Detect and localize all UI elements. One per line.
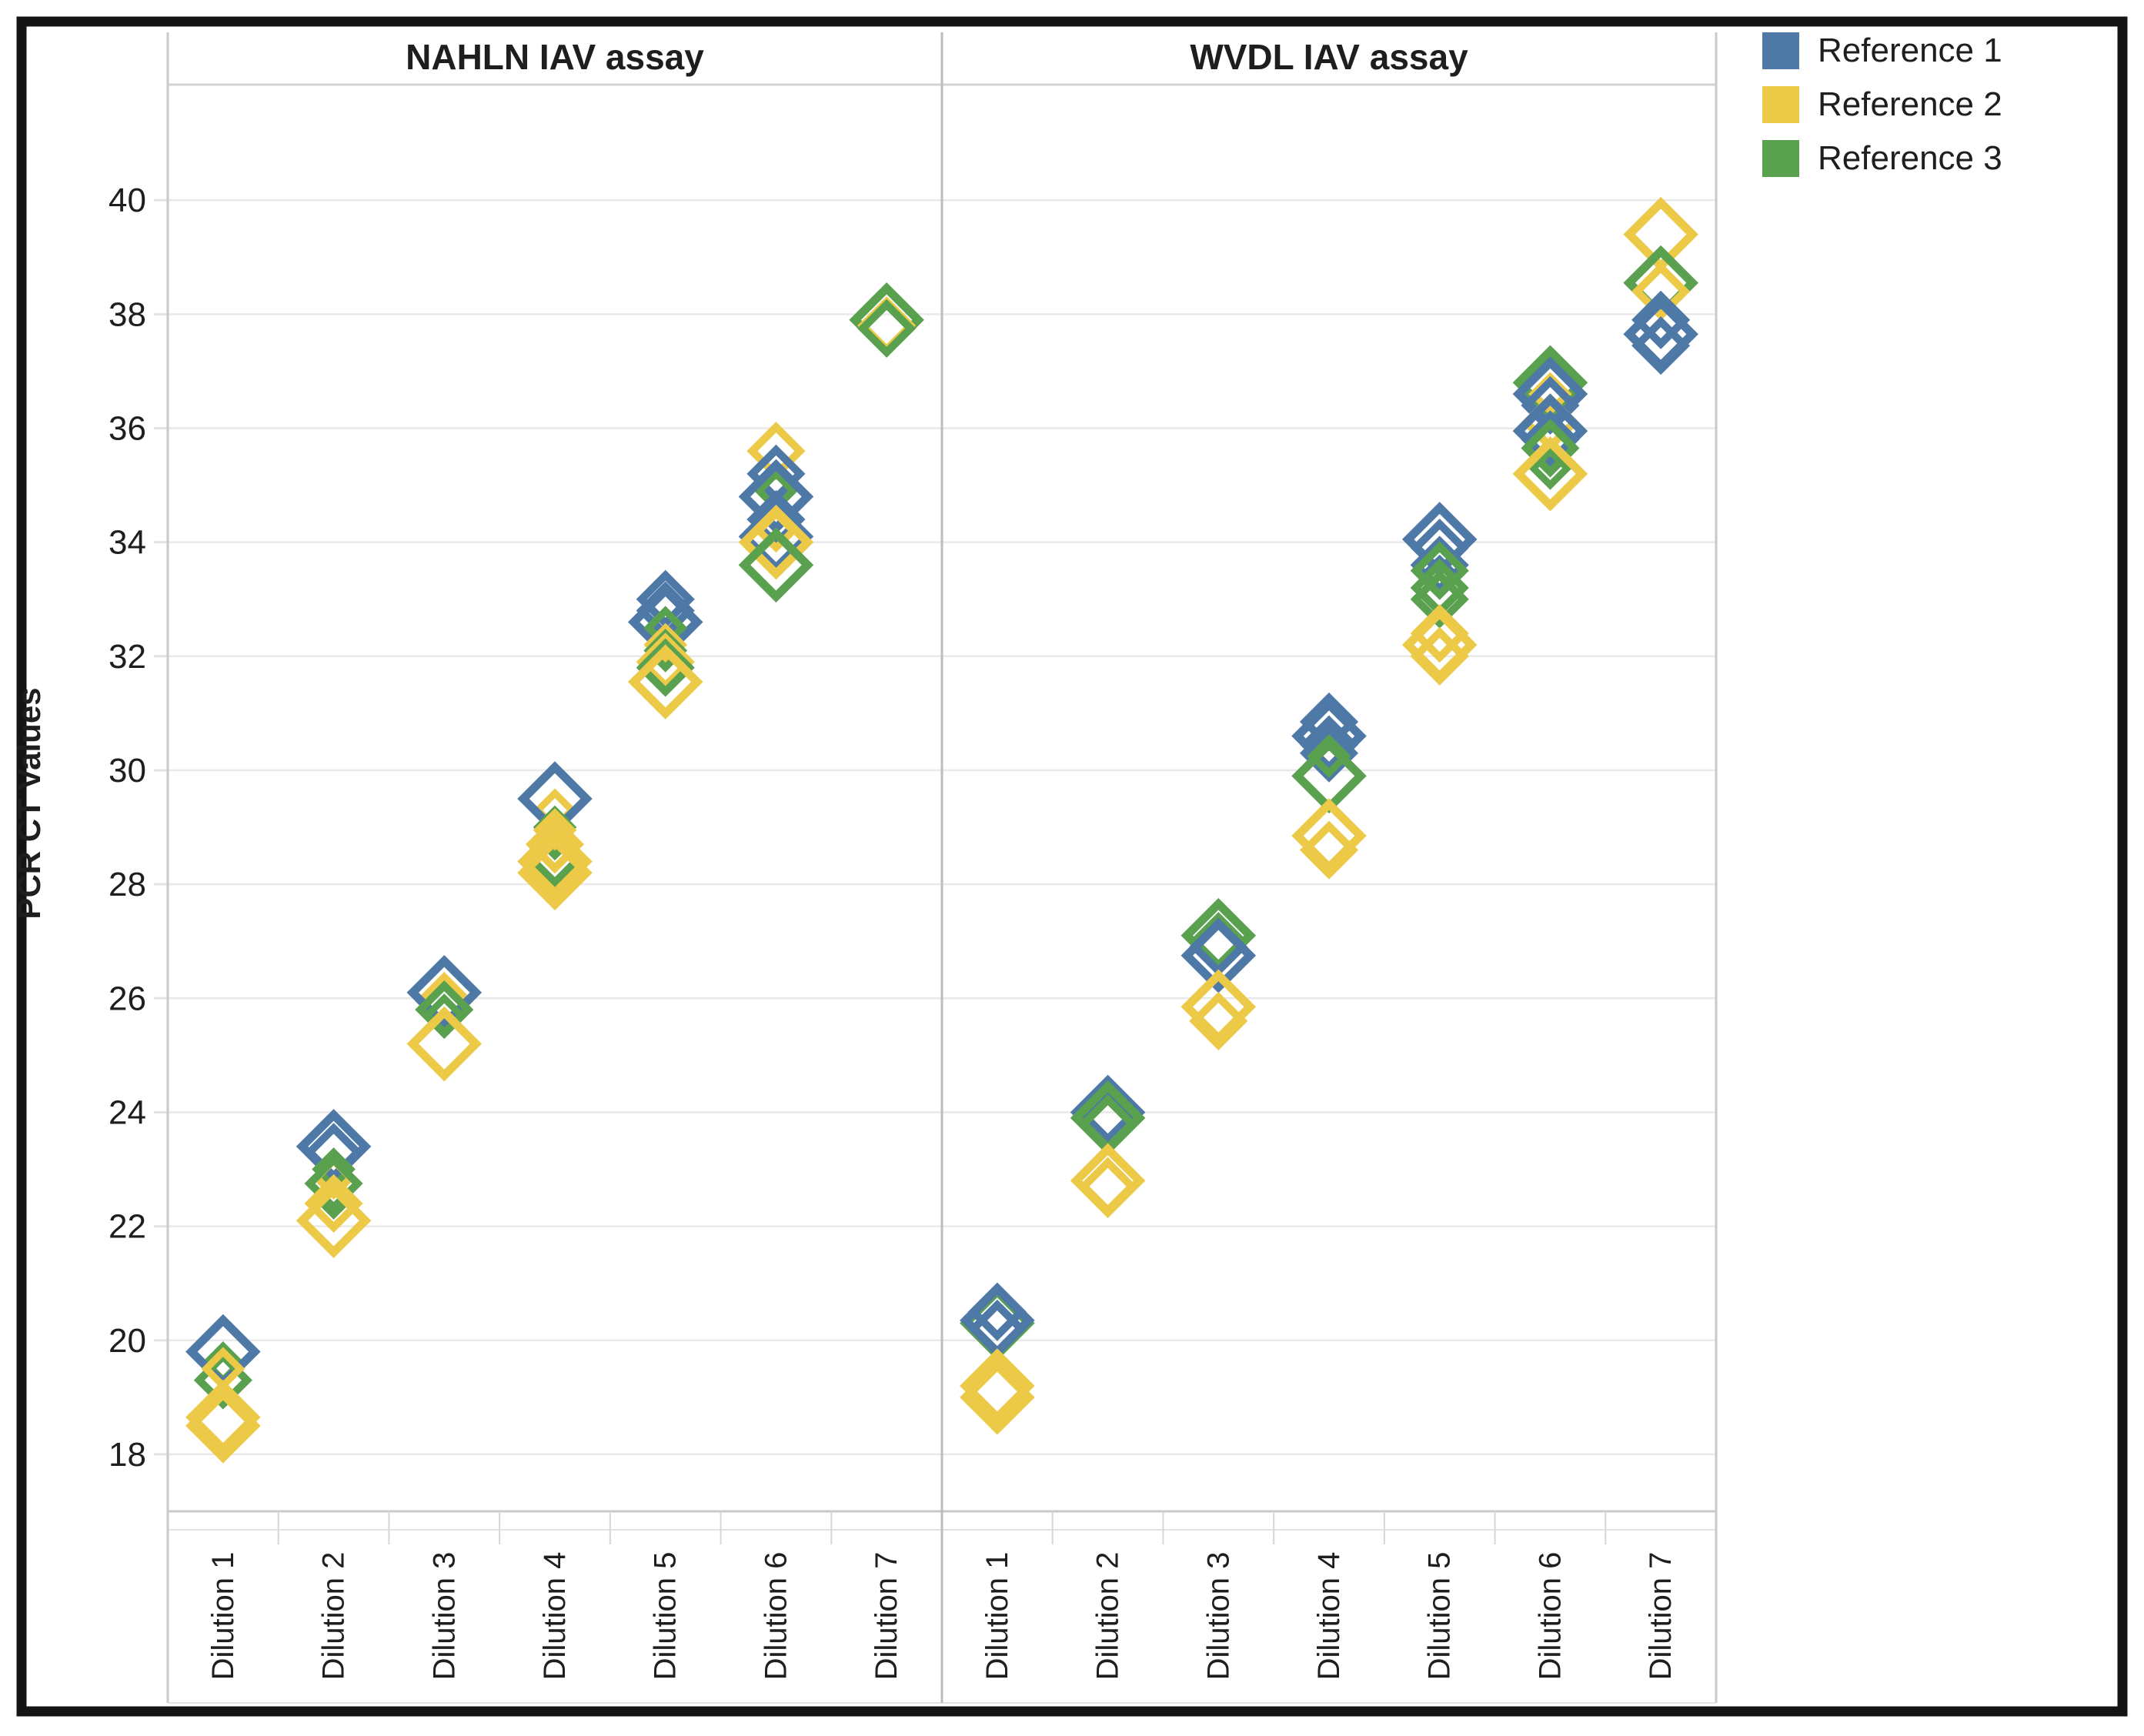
data-point (185, 1388, 261, 1464)
y-tick-label: 34 (109, 524, 146, 562)
data-point (857, 299, 917, 358)
x-tick-label: Dilution 7 (1644, 1552, 1678, 1681)
data-point (738, 504, 814, 580)
y-tick-label: 26 (109, 980, 146, 1017)
data-point (1528, 446, 1572, 490)
x-tick-label: Dilution 7 (870, 1552, 903, 1681)
data-point (1631, 290, 1691, 349)
data-point (1181, 969, 1257, 1045)
data-point (636, 638, 695, 697)
legend-label: Reference 3 (1818, 139, 2002, 177)
panel-title: WVDL IAV assay (1190, 37, 1468, 77)
legend-item-reference-2: Reference 2 (1762, 86, 2002, 123)
y-tick-label: 20 (109, 1322, 146, 1360)
legend-item-reference-1: Reference 1 (1762, 32, 2002, 69)
y-tick-label: 36 (109, 409, 146, 447)
data-point (738, 527, 814, 603)
x-tick-label: Dilution 5 (1423, 1552, 1457, 1681)
data-point (1189, 912, 1248, 971)
data-point (1070, 1143, 1146, 1219)
legend-item-reference-3: Reference 3 (1762, 140, 2002, 177)
y-tick-label: 30 (109, 752, 146, 790)
legend-label: Reference 2 (1818, 85, 2002, 123)
x-tick-label: Dilution 6 (759, 1552, 793, 1681)
legend-label: Reference 1 (1818, 32, 2002, 69)
reference-2-swatch-icon (1762, 86, 1799, 123)
data-point (296, 1183, 372, 1258)
y-tick-label: 28 (109, 866, 146, 903)
x-tick-label: Dilution 1 (980, 1552, 1014, 1681)
data-point (1512, 436, 1588, 512)
data-point (1410, 626, 1469, 686)
x-tick-label: Dilution 2 (1091, 1552, 1125, 1681)
x-tick-label: Dilution 4 (538, 1552, 572, 1681)
data-point (636, 633, 695, 692)
data-point (1299, 820, 1359, 880)
data-point (1189, 991, 1248, 1050)
data-point (1521, 410, 1580, 469)
data-point (406, 955, 483, 1030)
data-point (643, 623, 688, 667)
data-point (1410, 541, 1469, 600)
panel-title: NAHLN IAV assay (406, 37, 704, 77)
data-point (304, 1173, 363, 1234)
y-tick-label: 22 (109, 1208, 146, 1246)
figure-border (16, 16, 2128, 1717)
x-tick-label: Dilution 5 (649, 1552, 683, 1681)
y-tick-label: 38 (109, 295, 146, 333)
data-point (304, 1153, 363, 1214)
data-point (960, 1348, 1035, 1424)
data-point (1410, 569, 1469, 629)
x-tick-label: Dilution 6 (1533, 1552, 1567, 1681)
data-point (525, 815, 585, 874)
data-point (1631, 262, 1691, 321)
y-tick-label: 24 (109, 1093, 146, 1131)
y-tick-label: 32 (109, 638, 146, 676)
y-axis-title: PCR CT Values (11, 687, 47, 920)
legend: Reference 1 Reference 2 Reference 3 (1762, 32, 2002, 177)
x-tick-label: Dilution 1 (206, 1552, 240, 1681)
data-point (1631, 315, 1691, 376)
x-tick-label: Dilution 3 (427, 1552, 461, 1681)
reference-3-swatch-icon (1762, 140, 1799, 177)
x-tick-label: Dilution 3 (1201, 1552, 1235, 1681)
x-tick-label: Dilution 4 (1312, 1552, 1346, 1681)
data-point (185, 1379, 261, 1455)
data-point (1521, 419, 1580, 478)
data-point (1181, 917, 1257, 993)
data-point (406, 1006, 483, 1082)
data-point (1291, 798, 1367, 873)
y-tick-label: 40 (109, 182, 146, 219)
data-point (517, 823, 593, 900)
data-point (517, 835, 593, 911)
reference-1-swatch-icon (1762, 32, 1799, 69)
x-tick-label: Dilution 2 (317, 1552, 351, 1681)
data-point (960, 1360, 1035, 1435)
y-tick-label: 18 (109, 1436, 146, 1474)
data-point (422, 993, 466, 1037)
data-point (627, 644, 703, 719)
